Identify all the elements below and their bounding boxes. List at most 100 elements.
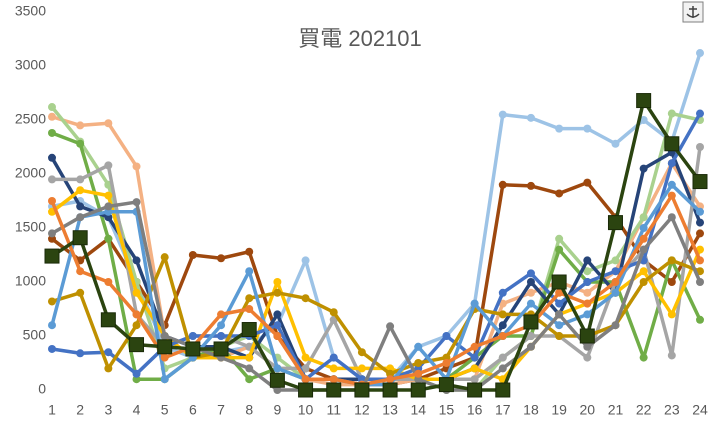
- point-marker: [160, 375, 169, 384]
- point-marker: [696, 315, 704, 324]
- point-marker: [611, 288, 620, 297]
- point-marker: [470, 364, 479, 373]
- y-tick-label: 2500: [15, 111, 46, 127]
- point-marker: [639, 267, 648, 276]
- x-tick-label: 18: [523, 402, 539, 418]
- x-tick-label: 2: [76, 402, 84, 418]
- point-marker: [583, 342, 592, 351]
- point-marker: [132, 198, 141, 207]
- point-marker: [48, 175, 56, 184]
- x-tick-label: 9: [273, 402, 281, 418]
- point-marker: [48, 197, 56, 205]
- point-marker: [76, 213, 85, 222]
- point-marker: [667, 109, 676, 118]
- point-marker: [583, 299, 592, 308]
- point-marker: [583, 267, 592, 276]
- point-marker: [245, 294, 254, 303]
- y-tick-label: 1000: [15, 273, 46, 289]
- point-marker: [241, 322, 257, 338]
- point-marker: [555, 332, 564, 340]
- point-marker: [639, 353, 648, 362]
- point-marker: [104, 202, 113, 211]
- point-marker: [639, 116, 648, 124]
- point-marker: [555, 245, 564, 254]
- x-tick-label: 6: [189, 402, 197, 418]
- point-marker: [245, 353, 254, 362]
- point-marker: [667, 351, 676, 360]
- point-marker: [273, 386, 282, 394]
- point-marker: [386, 375, 395, 384]
- x-tick-label: 23: [664, 402, 680, 418]
- anchor-glyph: [686, 6, 700, 18]
- point-marker: [555, 124, 564, 133]
- point-marker: [526, 113, 535, 122]
- point-marker: [498, 364, 507, 373]
- point-marker: [76, 267, 85, 276]
- point-marker: [526, 278, 535, 286]
- point-marker: [217, 332, 226, 340]
- point-marker: [132, 256, 141, 265]
- point-marker: [160, 353, 169, 362]
- point-marker: [696, 256, 704, 265]
- point-marker: [245, 364, 254, 373]
- point-marker: [438, 377, 454, 393]
- point-marker: [636, 93, 652, 109]
- point-marker: [213, 341, 229, 357]
- point-marker: [414, 369, 423, 378]
- point-marker: [498, 288, 507, 297]
- point-marker: [160, 332, 169, 340]
- point-marker: [160, 253, 169, 262]
- point-marker: [48, 103, 56, 112]
- point-marker: [667, 310, 676, 319]
- point-marker: [579, 328, 595, 344]
- point-marker: [555, 310, 564, 319]
- point-marker: [72, 230, 88, 246]
- point-marker: [76, 121, 85, 130]
- point-marker: [470, 375, 479, 384]
- point-marker: [639, 224, 648, 232]
- point-marker: [467, 382, 483, 398]
- point-marker: [696, 49, 704, 58]
- point-marker: [498, 321, 507, 330]
- point-marker: [414, 342, 423, 351]
- point-marker: [354, 382, 370, 398]
- point-marker: [611, 256, 620, 265]
- point-marker: [217, 254, 226, 263]
- point-marker: [48, 153, 56, 162]
- point-marker: [273, 364, 282, 373]
- point-marker: [696, 229, 704, 238]
- point-marker: [217, 321, 226, 330]
- point-marker: [551, 274, 567, 290]
- x-tick-label: 8: [245, 402, 253, 418]
- point-marker: [76, 175, 85, 184]
- point-marker: [217, 310, 226, 319]
- point-marker: [301, 256, 310, 265]
- point-marker: [301, 375, 310, 384]
- point-marker: [498, 353, 507, 362]
- point-marker: [526, 299, 535, 308]
- point-marker: [386, 322, 395, 331]
- point-marker: [667, 191, 676, 200]
- x-tick-label: 13: [382, 402, 398, 418]
- x-tick-label: 7: [217, 402, 225, 418]
- point-marker: [607, 215, 623, 231]
- y-tick-label: 2000: [15, 165, 46, 181]
- point-marker: [410, 382, 426, 398]
- point-marker: [48, 297, 56, 306]
- point-marker: [129, 337, 145, 353]
- point-marker: [269, 372, 285, 388]
- point-marker: [498, 310, 507, 319]
- point-marker: [357, 348, 366, 357]
- point-marker: [104, 119, 113, 128]
- point-marker: [104, 278, 113, 286]
- point-marker: [76, 186, 85, 195]
- point-marker: [692, 174, 708, 190]
- point-marker: [696, 218, 704, 227]
- anchor-icon[interactable]: [682, 1, 704, 23]
- point-marker: [442, 359, 451, 367]
- point-marker: [273, 321, 282, 330]
- point-marker: [639, 213, 648, 222]
- point-marker: [329, 375, 338, 384]
- point-marker: [526, 332, 535, 340]
- x-tick-label: 12: [354, 402, 370, 418]
